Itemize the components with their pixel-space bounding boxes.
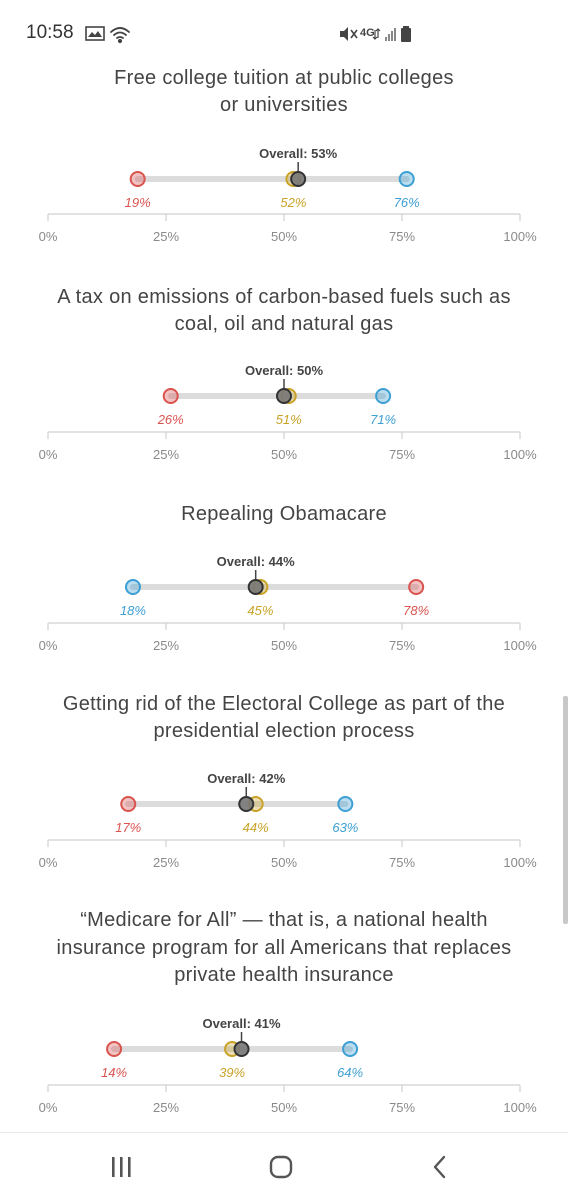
navigation-bar <box>0 1132 568 1201</box>
x-axis-tick-label: 50% <box>271 229 297 244</box>
overall-point <box>247 579 264 595</box>
charts-area: Free college tuition at public colleges o… <box>39 67 537 1115</box>
x-axis-tick-label: 50% <box>271 855 297 870</box>
point-republican <box>129 171 146 187</box>
x-axis-tick-label: 75% <box>389 638 415 653</box>
x-axis-tick-label: 75% <box>389 855 415 870</box>
status-right-icons: 4G <box>338 24 422 49</box>
status-bar: 10:58 4G <box>0 0 568 68</box>
point-democrat <box>124 579 141 595</box>
x-axis-tick-label: 50% <box>271 447 297 462</box>
point-republican <box>408 579 425 595</box>
back-icon <box>433 1155 446 1179</box>
chart-5: “Medicare for All” — that is, a national… <box>39 909 537 1115</box>
point-democrat <box>375 388 392 404</box>
overall-label: Overall: 42% <box>207 771 285 786</box>
point-label-republican: 26% <box>157 412 184 427</box>
overall-point <box>233 1041 250 1057</box>
signal-icon <box>385 28 396 41</box>
point-label-independent: 51% <box>276 412 302 427</box>
svg-text:4G: 4G <box>360 27 375 39</box>
point-republican <box>106 1041 123 1057</box>
x-axis-tick-label: 75% <box>389 447 415 462</box>
overall-point <box>290 171 307 187</box>
back-button[interactable] <box>420 1153 460 1183</box>
chart-title-line: Repealing Obamacare <box>181 503 387 525</box>
chart-title-line: Getting rid of the Electoral College as … <box>63 693 505 715</box>
gallery-icon <box>85 26 105 41</box>
point-republican <box>120 796 137 812</box>
point-label-independent: 52% <box>280 195 306 210</box>
recent-apps-icon <box>112 1157 131 1177</box>
overall-label: Overall: 53% <box>259 146 337 161</box>
x-axis-tick-label: 25% <box>153 855 179 870</box>
x-axis-tick-label: 0% <box>39 447 58 462</box>
scrollbar-thumb[interactable] <box>563 696 568 924</box>
point-label-independent: 45% <box>247 603 273 618</box>
x-axis-tick-label: 100% <box>503 638 537 653</box>
battery-icon <box>401 26 411 42</box>
x-axis-tick-label: 25% <box>153 447 179 462</box>
point-label-democrat: 71% <box>370 412 396 427</box>
status-time: 10:58 <box>26 22 74 43</box>
point-label-democrat: 63% <box>332 820 358 835</box>
x-axis-tick-label: 0% <box>39 855 58 870</box>
chart-1: Free college tuition at public colleges o… <box>39 67 537 244</box>
lte-icon: 4G <box>360 27 381 40</box>
x-axis-tick-label: 25% <box>153 1100 179 1115</box>
chart-title-line: coal, oil and natural gas <box>175 313 394 335</box>
recent-apps-button[interactable] <box>102 1153 142 1183</box>
x-axis-tick-label: 75% <box>389 1100 415 1115</box>
chart-title-line: presidential election process <box>153 720 414 742</box>
point-label-independent: 44% <box>243 820 269 835</box>
x-axis-tick-label: 0% <box>39 638 58 653</box>
home-icon <box>269 1155 293 1179</box>
chart-2: A tax on emissions of carbon-based fuels… <box>39 286 537 462</box>
x-axis-tick-label: 100% <box>503 855 537 870</box>
x-axis-tick-label: 25% <box>153 229 179 244</box>
point-label-republican: 78% <box>403 603 429 618</box>
chart-title-line: private health insurance <box>174 964 394 986</box>
point-label-republican: 17% <box>115 820 141 835</box>
overall-label: Overall: 41% <box>202 1016 280 1031</box>
point-label-democrat: 18% <box>120 603 146 618</box>
home-button[interactable] <box>261 1153 301 1183</box>
chart-title-line: or universities <box>220 94 348 116</box>
x-axis-tick-label: 25% <box>153 638 179 653</box>
point-label-republican: 14% <box>101 1065 127 1080</box>
x-axis-tick-label: 50% <box>271 638 297 653</box>
overall-label: Overall: 50% <box>245 363 323 378</box>
point-label-independent: 39% <box>219 1065 245 1080</box>
point-democrat <box>337 796 354 812</box>
chart-3: Repealing Obamacare 0% 25% 50% 75% 100% 18% 45%… <box>39 503 537 653</box>
point-democrat <box>398 171 415 187</box>
status-left-icons <box>84 24 134 49</box>
point-label-democrat: 64% <box>337 1065 363 1080</box>
chart-4: Getting rid of the Electoral College as … <box>39 693 537 870</box>
wifi-icon <box>110 27 130 44</box>
x-axis-tick-label: 100% <box>503 447 537 462</box>
mute-icon <box>340 27 358 41</box>
point-republican <box>162 388 179 404</box>
x-axis-tick-label: 75% <box>389 229 415 244</box>
chart-title-line: insurance program for all Americans that… <box>57 937 512 959</box>
x-axis-tick-label: 50% <box>271 1100 297 1115</box>
overall-label: Overall: 44% <box>217 554 295 569</box>
chart-title-line: Free college tuition at public colleges <box>114 67 454 89</box>
point-democrat <box>342 1041 359 1057</box>
x-axis-tick-label: 100% <box>503 1100 537 1115</box>
chart-title-line: A tax on emissions of carbon-based fuels… <box>57 286 511 308</box>
point-label-republican: 19% <box>125 195 151 210</box>
x-axis-tick-label: 0% <box>39 1100 58 1115</box>
chart-title-line: “Medicare for All” — that is, a national… <box>80 909 488 931</box>
overall-point <box>276 388 292 404</box>
point-label-democrat: 76% <box>394 195 420 210</box>
x-axis-tick-label: 100% <box>503 229 537 244</box>
x-axis-tick-label: 0% <box>39 229 58 244</box>
overall-point <box>238 796 255 812</box>
